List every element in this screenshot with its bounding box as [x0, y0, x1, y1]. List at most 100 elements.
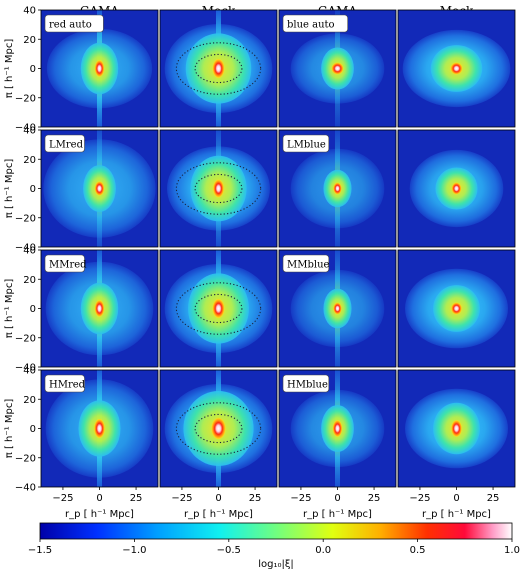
x-tick-label: −25	[290, 493, 311, 504]
y-tick-label: 40	[23, 246, 36, 257]
y-tick-label: 0	[30, 424, 36, 435]
heatmap-panel: MMred 40 20 0 −20 −40 π [ h⁻¹ Mpc]	[4, 246, 159, 374]
heatmap-core	[333, 182, 342, 195]
y-tick-label: −40	[15, 483, 36, 494]
y-tick-label: −20	[15, 333, 36, 344]
panel-frame	[278, 249, 397, 368]
heatmap-core	[212, 59, 225, 78]
model-contour-inner	[194, 173, 243, 204]
x-tick-label: −25	[52, 493, 73, 504]
colorbar-tick-label: −1.5	[28, 545, 52, 556]
x-tick-label: 0	[96, 493, 102, 504]
model-contour-inner	[194, 293, 243, 324]
heatmap-panel	[159, 129, 278, 248]
y-tick-label: −40	[15, 123, 36, 134]
x-tick-label: 25	[487, 493, 500, 504]
x-axis-label: r_p [ h⁻¹ Mpc]	[303, 509, 372, 520]
heatmap-panel	[159, 9, 278, 128]
panel-label-box	[282, 14, 348, 33]
y-tick-label: 0	[30, 184, 36, 195]
heatmap-core	[333, 302, 342, 315]
y-tick-label: −20	[15, 213, 36, 224]
y-tick-label: 20	[23, 395, 36, 406]
y-tick-label: 20	[23, 275, 36, 286]
panel-frame	[397, 129, 516, 248]
colorbar-gradient	[39, 522, 513, 540]
panel-label-box	[44, 254, 85, 273]
y-tick-label: −20	[15, 93, 36, 104]
heatmap-core	[94, 60, 105, 77]
colorbar-tick-label: 0.5	[410, 545, 426, 556]
panel-frame	[159, 129, 278, 248]
panel-label: MMred	[49, 260, 87, 271]
panel-label: HMblue	[287, 380, 328, 391]
colorbar-tick-label: −1.0	[122, 545, 146, 556]
x-tick-label: 25	[249, 493, 262, 504]
y-tick-label: 20	[23, 35, 36, 46]
heatmap-panel	[397, 9, 516, 128]
heatmap-core	[94, 181, 105, 196]
heatmap-core	[213, 179, 224, 198]
panel-label: LMblue	[287, 140, 326, 151]
x-axis-label: r_p [ h⁻¹ Mpc]	[184, 509, 253, 520]
y-axis-label: π [ h⁻¹ Mpc]	[4, 159, 15, 219]
x-tick-label: 0	[215, 493, 221, 504]
heatmap-core	[94, 300, 105, 317]
model-contour-outer	[175, 282, 262, 335]
x-tick-label: −25	[409, 493, 430, 504]
y-tick-label: 40	[23, 366, 36, 377]
colorbar-tick-label: 1.0	[504, 545, 520, 556]
panel-label-box	[44, 374, 85, 393]
colorbar: −1.5 −1.0 −0.5 0.0 0.5 1.0 log₁₀|ξ|	[28, 522, 520, 569]
heatmap-core	[211, 417, 226, 440]
heatmap-core	[451, 302, 462, 315]
panel-frame	[278, 9, 397, 128]
heatmap-panel	[397, 249, 516, 368]
x-tick-label: 25	[368, 493, 381, 504]
heatmap-panel: HMred 40 20 0 −20 −40 π [ h⁻¹ Mpc] −25 0 25 r_p [ …	[4, 366, 159, 520]
model-contour-outer	[175, 402, 262, 455]
panel-label-box	[44, 134, 85, 153]
y-axis-label: π [ h⁻¹ Mpc]	[4, 399, 15, 459]
y-tick-label: −20	[15, 453, 36, 464]
y-tick-label: 0	[30, 304, 36, 315]
panel-label: MMblue	[287, 260, 330, 271]
x-axis-label: r_p [ h⁻¹ Mpc]	[422, 509, 491, 520]
panel-label: LMred	[49, 140, 84, 151]
heatmap-panel: LMred 40 20 0 −20 −40 π [ h⁻¹ Mpc]	[4, 126, 159, 254]
heatmap-panel: MMblue	[278, 249, 397, 368]
panel-frame	[397, 249, 516, 368]
panel-label-box	[282, 254, 330, 273]
y-axis-label: π [ h⁻¹ Mpc]	[4, 39, 15, 99]
heatmap-panel: HMblue −25 0 25 r_p [ h⁻¹ Mpc]	[278, 369, 397, 520]
heatmap-panel	[159, 249, 278, 368]
y-tick-label: 40	[23, 6, 36, 17]
colorbar-tick-label: 0.0	[315, 545, 331, 556]
panel-label-box	[282, 374, 330, 393]
x-tick-label: 0	[453, 493, 459, 504]
model-contour-outer	[175, 162, 262, 215]
heatmap-core	[331, 62, 344, 75]
y-tick-label: −40	[15, 363, 36, 374]
heatmap-panel	[397, 129, 516, 248]
panel-frame	[159, 249, 278, 368]
x-axis-label: r_p [ h⁻¹ Mpc]	[65, 509, 134, 520]
x-tick-label: 25	[130, 493, 143, 504]
panel-label: red auto	[49, 20, 92, 31]
heatmap-panel: red auto 40 20 0 −20 −40 π [ h⁻¹ Mpc]	[4, 6, 159, 134]
panel-label: HMred	[49, 380, 86, 391]
y-tick-label: −40	[15, 243, 36, 254]
x-tick-label: −25	[171, 493, 192, 504]
heatmap-core	[212, 299, 225, 318]
heatmap-core	[332, 420, 343, 437]
model-contour-inner	[194, 413, 243, 444]
panel-label-box	[282, 134, 330, 153]
panel-grid: red auto 40 20 0 −20 −40 π [ h⁻¹ Mpc] blue auto…	[4, 6, 516, 520]
y-tick-label: 20	[23, 155, 36, 166]
heatmap-panel: LMblue	[278, 129, 397, 248]
x-tick-label: 0	[334, 493, 340, 504]
heatmap-panel: −25 0 25 r_p [ h⁻¹ Mpc]	[397, 369, 516, 520]
model-contour-outer	[175, 42, 262, 95]
panel-label: blue auto	[287, 20, 335, 31]
